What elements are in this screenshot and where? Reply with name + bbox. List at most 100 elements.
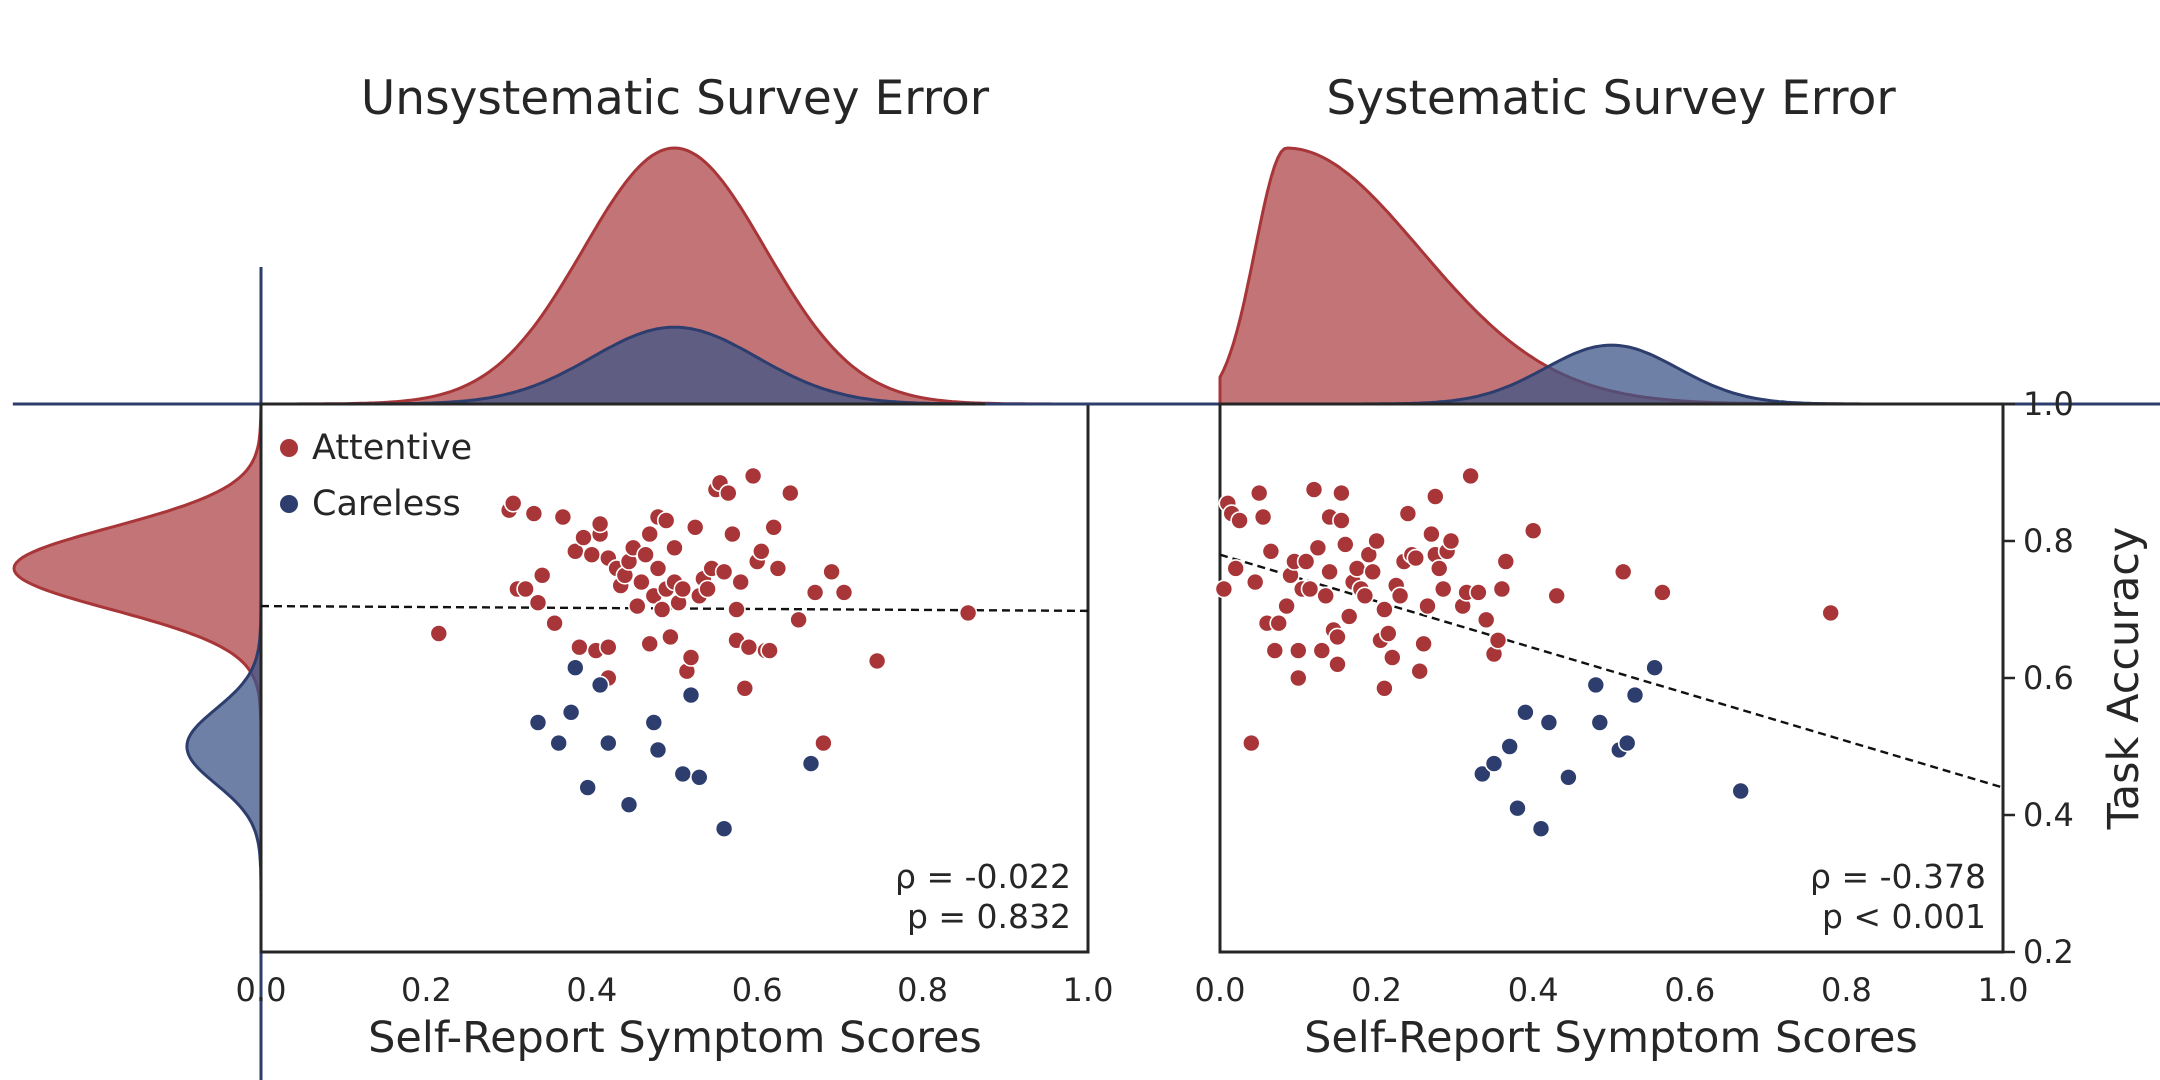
point-attentive xyxy=(1328,654,1347,674)
point-attentive xyxy=(1469,583,1488,602)
x-tick-label: 0.4 xyxy=(566,971,617,1009)
point-attentive xyxy=(429,624,449,643)
panel-unsystematic: 0.0 0.2 0.4 0.6 0.8 1.0 Unsystematic Survey E… xyxy=(12,71,1337,1080)
point-attentive xyxy=(1496,552,1516,571)
stat-p: p < 0.001 xyxy=(1822,897,1986,936)
point-careless xyxy=(681,685,701,705)
point-attentive xyxy=(1390,586,1410,606)
x-axis-label: Self-Report Symptom Scores xyxy=(1304,1013,1918,1063)
marginal-x-density xyxy=(985,146,2160,406)
point-careless xyxy=(689,767,709,787)
point-attentive xyxy=(867,651,887,671)
point-attentive xyxy=(1410,661,1429,681)
point-attentive xyxy=(1359,545,1379,565)
point-attentive xyxy=(764,517,784,537)
x-axis-ticks: 0.0 0.2 0.4 0.6 0.8 1.0 xyxy=(1195,971,2029,1009)
point-attentive xyxy=(570,637,589,657)
x-tick-label: 0.6 xyxy=(1664,971,1715,1009)
point-attentive xyxy=(1320,562,1339,582)
y-tick-label: 0.6 xyxy=(2023,659,2074,697)
point-careless xyxy=(1516,702,1535,722)
point-attentive xyxy=(958,603,978,623)
point-careless xyxy=(1473,764,1492,784)
point-attentive xyxy=(760,641,779,660)
point-attentive xyxy=(739,637,759,657)
point-attentive xyxy=(768,559,788,578)
chart-title: Systematic Survey Error xyxy=(1326,71,1896,126)
point-attentive xyxy=(780,483,800,503)
regression-line xyxy=(260,604,1089,613)
marginal-y-density xyxy=(12,267,263,1080)
point-attentive xyxy=(1422,524,1441,544)
point-attentive xyxy=(834,583,854,602)
x-tick-label: 0.2 xyxy=(1351,971,1402,1009)
point-careless xyxy=(590,675,610,695)
point-attentive xyxy=(528,593,548,613)
x-axis-label: Self-Report Symptom Scores xyxy=(368,1013,982,1063)
point-careless xyxy=(1531,819,1551,839)
point-attentive xyxy=(503,493,523,513)
point-attentive xyxy=(598,637,618,657)
y-axis-ticks: 0.2 0.4 0.6 0.8 1.0 xyxy=(2003,385,2074,971)
point-attentive xyxy=(1492,579,1512,599)
point-attentive xyxy=(665,538,684,558)
point-careless xyxy=(619,795,639,815)
point-attentive xyxy=(714,562,734,582)
point-attentive xyxy=(648,559,668,578)
point-attentive xyxy=(1214,579,1234,599)
x-tick-label: 0.0 xyxy=(1195,971,1246,1009)
point-attentive xyxy=(1523,521,1543,541)
point-careless xyxy=(714,819,734,839)
point-careless xyxy=(1500,737,1519,756)
point-attentive xyxy=(814,733,833,753)
point-attentive xyxy=(652,600,672,619)
x-tick-label: 0.6 xyxy=(732,971,783,1009)
y-tick-label: 0.2 xyxy=(2023,933,2074,971)
point-careless xyxy=(644,713,664,732)
point-careless xyxy=(1617,733,1637,753)
point-attentive xyxy=(590,514,610,534)
point-attentive xyxy=(1418,596,1437,616)
point-careless xyxy=(1559,767,1578,787)
point-attentive xyxy=(1332,511,1351,530)
point-attentive xyxy=(751,541,771,561)
point-careless xyxy=(528,713,548,732)
panel-systematic: 0.0 0.2 0.4 0.6 0.8 1.0 0.2 0.4 0.6 0.8 1.0 Syste… xyxy=(985,71,2160,1063)
point-attentive xyxy=(789,610,808,630)
point-attentive xyxy=(1406,548,1426,568)
point-attentive xyxy=(1375,600,1394,619)
point-attentive xyxy=(1339,607,1359,626)
point-attentive xyxy=(718,483,738,503)
point-attentive xyxy=(1383,648,1402,667)
point-attentive xyxy=(627,596,647,616)
y-axis-label: Task Accuracy xyxy=(2099,527,2149,831)
chart-title: Unsystematic Survey Error xyxy=(361,71,990,126)
x-tick-label: 1.0 xyxy=(1978,971,2029,1009)
point-attentive xyxy=(1265,641,1285,660)
point-attentive xyxy=(673,579,693,599)
point-attentive xyxy=(1300,579,1320,599)
point-attentive xyxy=(1261,541,1281,561)
point-attentive xyxy=(1312,641,1332,660)
point-attentive xyxy=(1230,511,1249,530)
stat-rho: ρ = -0.022 xyxy=(895,857,1071,896)
point-attentive xyxy=(1249,483,1269,503)
point-attentive xyxy=(743,466,763,486)
marginal-x-careless xyxy=(985,343,2160,406)
point-attentive xyxy=(1289,668,1308,688)
scatter-points xyxy=(1214,466,1840,839)
point-careless xyxy=(673,764,693,784)
point-attentive xyxy=(1488,630,1508,650)
legend-label-careless: Careless xyxy=(312,484,461,524)
point-careless xyxy=(561,702,581,722)
point-attentive xyxy=(1398,504,1418,523)
x-tick-label: 0.0 xyxy=(236,971,287,1009)
point-attentive xyxy=(640,524,660,544)
point-attentive xyxy=(681,648,701,667)
x-tick-label: 1.0 xyxy=(1063,971,1114,1009)
point-attentive xyxy=(1821,603,1840,623)
point-attentive xyxy=(731,572,751,592)
x-axis-ticks: 0.0 0.2 0.4 0.6 0.8 1.0 xyxy=(236,971,1114,1009)
point-careless xyxy=(1731,781,1750,801)
point-attentive xyxy=(1277,596,1296,616)
